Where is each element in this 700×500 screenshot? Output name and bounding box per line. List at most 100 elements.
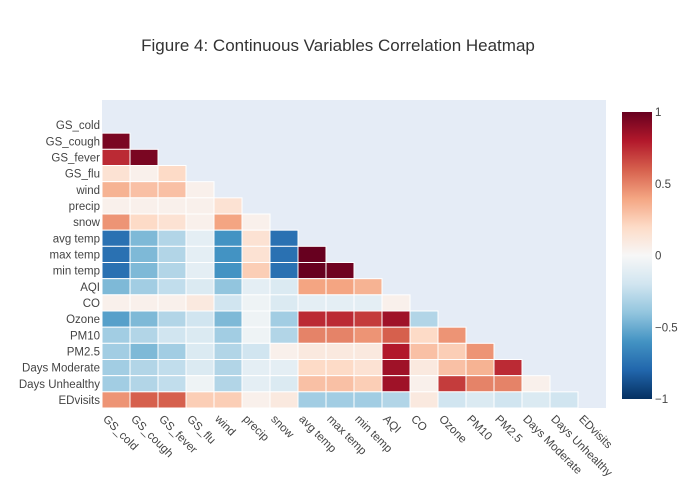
heatmap-cell-15-13 xyxy=(437,342,467,360)
heatmap-cell-14-1 xyxy=(101,326,131,344)
colorbar-tick-label-4: −0.5 xyxy=(655,322,678,334)
heatmap-cell-9-7 xyxy=(269,245,299,264)
heatmap-cell-18-8 xyxy=(297,391,327,409)
colorbar-tick-labels: 1 0.5 0 −0.5 −1 xyxy=(655,107,678,406)
heatmap-cell-13-4 xyxy=(185,310,215,328)
heatmap-cell-16-15 xyxy=(493,359,523,377)
y-tick-label-18: EDvisits xyxy=(58,395,100,407)
heatmap-cell-10-8 xyxy=(297,262,327,280)
heatmap-cell-18-9 xyxy=(325,391,355,409)
heatmap-cell-18-4 xyxy=(185,391,215,409)
heatmap-cell-15-2 xyxy=(129,342,159,360)
colorbar-tick-label-5: −1 xyxy=(655,394,668,406)
x-tick-label-6: precip xyxy=(240,413,271,444)
heatmap-cell-7-5 xyxy=(213,213,243,231)
heatmap-cell-15-7 xyxy=(269,342,299,360)
heatmap-cell-17-1 xyxy=(101,375,131,393)
heatmap-cell-5-1 xyxy=(101,181,131,199)
heatmap-cell-12-3 xyxy=(157,294,187,312)
x-tick-label-14: PM10 xyxy=(464,413,494,443)
heatmap-cell-17-11 xyxy=(381,375,411,393)
heatmap-cell-9-5 xyxy=(213,245,243,264)
heatmap-cell-12-6 xyxy=(241,294,271,312)
heatmap-cell-11-4 xyxy=(185,278,215,296)
heatmap-cell-16-4 xyxy=(185,359,215,377)
heatmap-cell-18-15 xyxy=(493,391,523,409)
heatmap-cell-18-12 xyxy=(409,391,439,409)
heatmap-cell-15-6 xyxy=(241,342,271,360)
heatmap-cell-2-1 xyxy=(101,132,131,150)
heatmap-cell-14-10 xyxy=(353,326,383,344)
heatmap-cell-8-2 xyxy=(129,229,159,247)
y-tick-label-4: GS_flu xyxy=(65,169,100,181)
heatmap-cell-9-2 xyxy=(129,245,159,264)
heatmap-cell-18-1 xyxy=(101,391,131,409)
heatmap-cell-15-11 xyxy=(381,342,411,360)
heatmap-cell-18-6 xyxy=(241,391,271,409)
y-tick-label-12: CO xyxy=(83,298,100,310)
heatmap-cell-14-6 xyxy=(241,326,271,344)
heatmap-cell-16-11 xyxy=(381,359,411,377)
heatmap-cell-16-13 xyxy=(437,359,467,377)
heatmap-cell-16-8 xyxy=(297,359,327,377)
heatmap-cell-7-3 xyxy=(157,213,187,231)
heatmap-cell-16-1 xyxy=(101,359,131,377)
heatmap-cell-14-11 xyxy=(381,326,411,344)
heatmap-cell-18-5 xyxy=(213,391,243,409)
heatmap-cell-12-10 xyxy=(353,294,383,312)
heatmap-cell-4-3 xyxy=(157,165,187,183)
heatmap-cell-18-2 xyxy=(129,391,159,409)
heatmap-cell-16-2 xyxy=(129,359,159,377)
heatmap-cell-17-4 xyxy=(185,375,215,393)
colorbar xyxy=(622,112,652,399)
y-tick-label-14: PM10 xyxy=(70,330,100,342)
heatmap-cell-17-14 xyxy=(465,375,495,393)
heatmap-cell-10-6 xyxy=(241,262,271,280)
heatmap-cell-9-1 xyxy=(101,245,131,264)
heatmap-cell-10-9 xyxy=(325,262,355,280)
x-tick-label-11: AQI xyxy=(380,413,402,435)
heatmap-cell-14-2 xyxy=(129,326,159,344)
heatmap-cell-17-5 xyxy=(213,375,243,393)
x-tick-label-13: Ozone xyxy=(436,413,468,445)
heatmap-cell-12-4 xyxy=(185,294,215,312)
colorbar-tick-label-3: 0 xyxy=(655,251,661,263)
heatmap-cell-18-10 xyxy=(353,391,383,409)
heatmap-cell-16-7 xyxy=(269,359,299,377)
y-tick-label-16: Days Moderate xyxy=(22,363,100,375)
heatmap-cell-16-14 xyxy=(465,359,495,377)
heatmap-cell-12-11 xyxy=(381,294,411,312)
y-tick-label-3: GS_fever xyxy=(51,152,100,164)
heatmap-cell-10-1 xyxy=(101,262,131,280)
heatmap-cell-5-2 xyxy=(129,181,159,199)
heatmap-cell-15-12 xyxy=(409,342,439,360)
heatmap-cell-17-2 xyxy=(129,375,159,393)
heatmap-cells xyxy=(101,132,579,409)
y-tick-label-9: max temp xyxy=(50,249,101,261)
heatmap-cell-3-2 xyxy=(129,148,159,167)
heatmap-cell-17-3 xyxy=(157,375,187,393)
heatmap-cell-17-16 xyxy=(521,375,551,393)
heatmap-cell-15-14 xyxy=(465,342,495,360)
heatmap-cell-14-7 xyxy=(269,326,299,344)
heatmap-cell-11-8 xyxy=(297,278,327,296)
heatmap-cell-12-9 xyxy=(325,294,355,312)
heatmap-cell-18-11 xyxy=(381,391,411,409)
heatmap-cell-6-4 xyxy=(185,197,215,215)
heatmap-cell-15-1 xyxy=(101,342,131,360)
heatmap-cell-11-3 xyxy=(157,278,187,296)
heatmap-cell-15-10 xyxy=(353,342,383,360)
heatmap-cell-16-9 xyxy=(325,359,355,377)
x-tick-label-7: snow xyxy=(268,413,296,441)
heatmap-cell-15-4 xyxy=(185,342,215,360)
heatmap-cell-17-10 xyxy=(353,375,383,393)
heatmap-cell-4-2 xyxy=(129,165,159,183)
y-tick-label-13: Ozone xyxy=(66,314,100,326)
heatmap-cell-17-12 xyxy=(409,375,439,393)
y-tick-label-10: min temp xyxy=(53,266,100,278)
y-tick-label-7: snow xyxy=(73,217,101,229)
heatmap-cell-16-3 xyxy=(157,359,187,377)
